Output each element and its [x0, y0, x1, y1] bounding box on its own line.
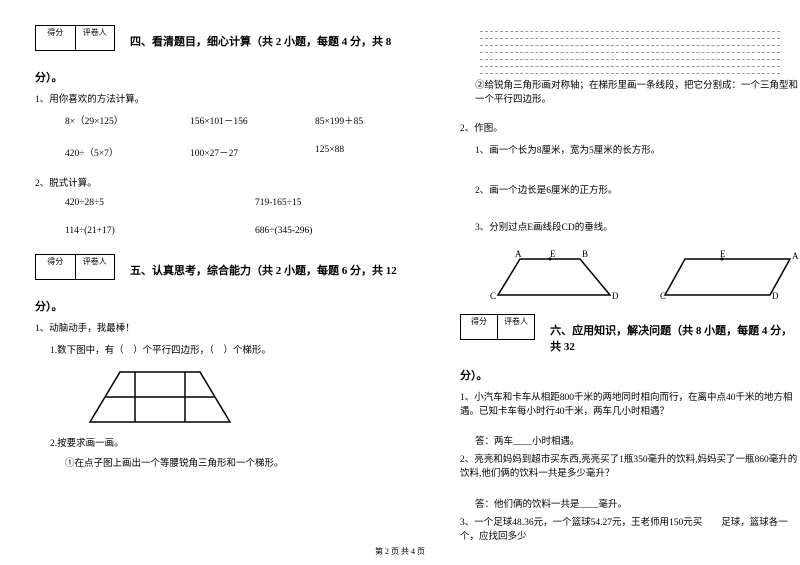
geometry-shapes: A B C D E E A C D [490, 247, 800, 302]
score-box-5: 得分 评卷人 [35, 254, 115, 280]
dotted-line [480, 60, 780, 67]
section5-title: 五、认真思考，综合能力（共 2 小题，每题 6 分，共 12 [130, 262, 397, 278]
s6-p3: 3、一个足球48.36元，一个篮球54.27元，王老师用150元买 足球，篮球各… [460, 516, 800, 545]
label-A: A [515, 249, 522, 259]
calc-2c: 125×88 [315, 145, 440, 159]
calc-3b: 719-165÷15 [255, 198, 380, 208]
score-box-6: 得分 评卷人 [460, 314, 535, 340]
calc-row-4: 114÷(21+17) 686÷(345-296) [65, 226, 440, 236]
calc-1b: 156×101－156 [190, 113, 315, 127]
dotted-line [480, 67, 780, 74]
calc-row-1: 8×（29×125） 156×101－156 85×199＋85 [65, 113, 440, 127]
s6-ans1: 答：两车____小时相遇。 [475, 433, 800, 447]
left-column: 得分 评卷人 四、看清题目，细心计算（共 2 小题，每题 4 分，共 8 分）。… [35, 25, 440, 550]
calc-4b: 686÷(345-296) [255, 226, 380, 236]
s5r-sub2: 2、画一个边长是6厘米的正方形。 [475, 182, 800, 196]
grader-label-5: 评卷人 [76, 255, 115, 279]
dotted-line [480, 53, 780, 60]
calc-1c: 85×199＋85 [315, 113, 440, 127]
dotted-grid-area [480, 25, 800, 74]
grader-label-6: 评卷人 [498, 315, 534, 339]
label-C: C [660, 291, 666, 301]
s5-sub2: 2.按要求画一画。 [50, 435, 440, 449]
section5-tail: 分）。 [35, 298, 440, 314]
score-label-5: 得分 [36, 255, 76, 279]
s6-p2: 2、亮亮和妈妈到超市买东西,亮亮买了1瓶350毫升的饮料,妈妈买了一瓶860毫升… [460, 453, 800, 482]
calc-row-2: 420÷（5×7） 100×27－27 125×88 [65, 145, 440, 159]
spacer [460, 162, 800, 182]
calc-row-3: 420÷28÷5 719-165÷15 [65, 198, 440, 208]
s5r-sub1: 1、画一个长为8厘米，宽为5厘米的长方形。 [475, 142, 800, 156]
s5-sub2b: ②给锐角三角形画对称轴；在梯形里画一条线段，把它分割成：一个三角型和一个平行四边… [475, 79, 800, 108]
s4-p2: 2、脱式计算。 [35, 177, 440, 191]
s6-p1: 1、小汽车和卡车从相距800千米的两地同时相向而行，在离中点40千米的地方相遇。… [460, 391, 800, 420]
calc-2a: 420÷（5×7） [65, 145, 190, 159]
score-label-6: 得分 [461, 315, 498, 339]
grader-label: 评卷人 [76, 26, 115, 50]
s6-ans2: 答：他们俩的饮料一共是____毫升。 [475, 496, 800, 510]
trapezoid-labeled-icon: A B C D E [490, 247, 620, 302]
s5r-p2: 2、作图。 [460, 122, 800, 136]
calc-2b: 100×27－27 [190, 145, 315, 159]
label-D: D [772, 291, 779, 301]
s5-sub2a: ①在点子图上画出一个等腰锐角三角形和一个梯形。 [65, 455, 440, 469]
section4-tail: 分）。 [35, 69, 440, 85]
section6-title: 六、应用知识，解决问题（共 8 小题，每题 4 分，共 32 [550, 322, 800, 354]
score-label: 得分 [36, 26, 76, 50]
label-E: E [550, 249, 556, 259]
label-E: E [720, 249, 726, 259]
label-C: C [490, 291, 496, 301]
dotted-line [480, 46, 780, 53]
page-footer: 第 2 页 共 4 页 [0, 546, 800, 557]
calc-3a: 420÷28÷5 [65, 198, 255, 208]
parallelogram-labeled-icon: E A C D [660, 247, 800, 302]
s4-p1: 1、用你喜欢的方法计算。 [35, 93, 440, 107]
label-B: B [582, 249, 588, 259]
section6-header: 得分 评卷人 六、应用知识，解决问题（共 8 小题，每题 4 分，共 32 [460, 314, 800, 354]
dotted-line [480, 32, 780, 39]
s5-p1: 1、动脑动手，我最棒！ [35, 322, 440, 336]
label-D: D [612, 291, 619, 301]
trapezoid-divided-icon [85, 367, 235, 427]
section5-header: 得分 评卷人 五、认真思考，综合能力（共 2 小题，每题 6 分，共 12 [35, 254, 440, 285]
calc-4a: 114÷(21+17) [65, 226, 255, 236]
section4-header: 得分 评卷人 四、看清题目，细心计算（共 2 小题，每题 4 分，共 8 [35, 25, 440, 56]
dotted-line [480, 39, 780, 46]
spacer [460, 202, 800, 219]
dotted-line [480, 25, 780, 32]
s5r-sub3: 3、分别过点E画线段CD的垂线。 [475, 219, 800, 233]
score-box: 得分 评卷人 [35, 25, 115, 51]
right-column: ②给锐角三角形画对称轴；在梯形里画一条线段，把它分割成：一个三角型和一个平行四边… [460, 25, 800, 550]
calc-1a: 8×（29×125） [65, 113, 190, 127]
section6-tail: 分）。 [460, 367, 800, 383]
label-A: A [792, 251, 799, 261]
s5-sub1: 1.数下图中，有（ ）个平行四边形，（ ）个梯形。 [50, 342, 440, 356]
page-container: 得分 评卷人 四、看清题目，细心计算（共 2 小题，每题 4 分，共 8 分）。… [35, 25, 765, 550]
section4-title: 四、看清题目，细心计算（共 2 小题，每题 4 分，共 8 [130, 33, 391, 49]
